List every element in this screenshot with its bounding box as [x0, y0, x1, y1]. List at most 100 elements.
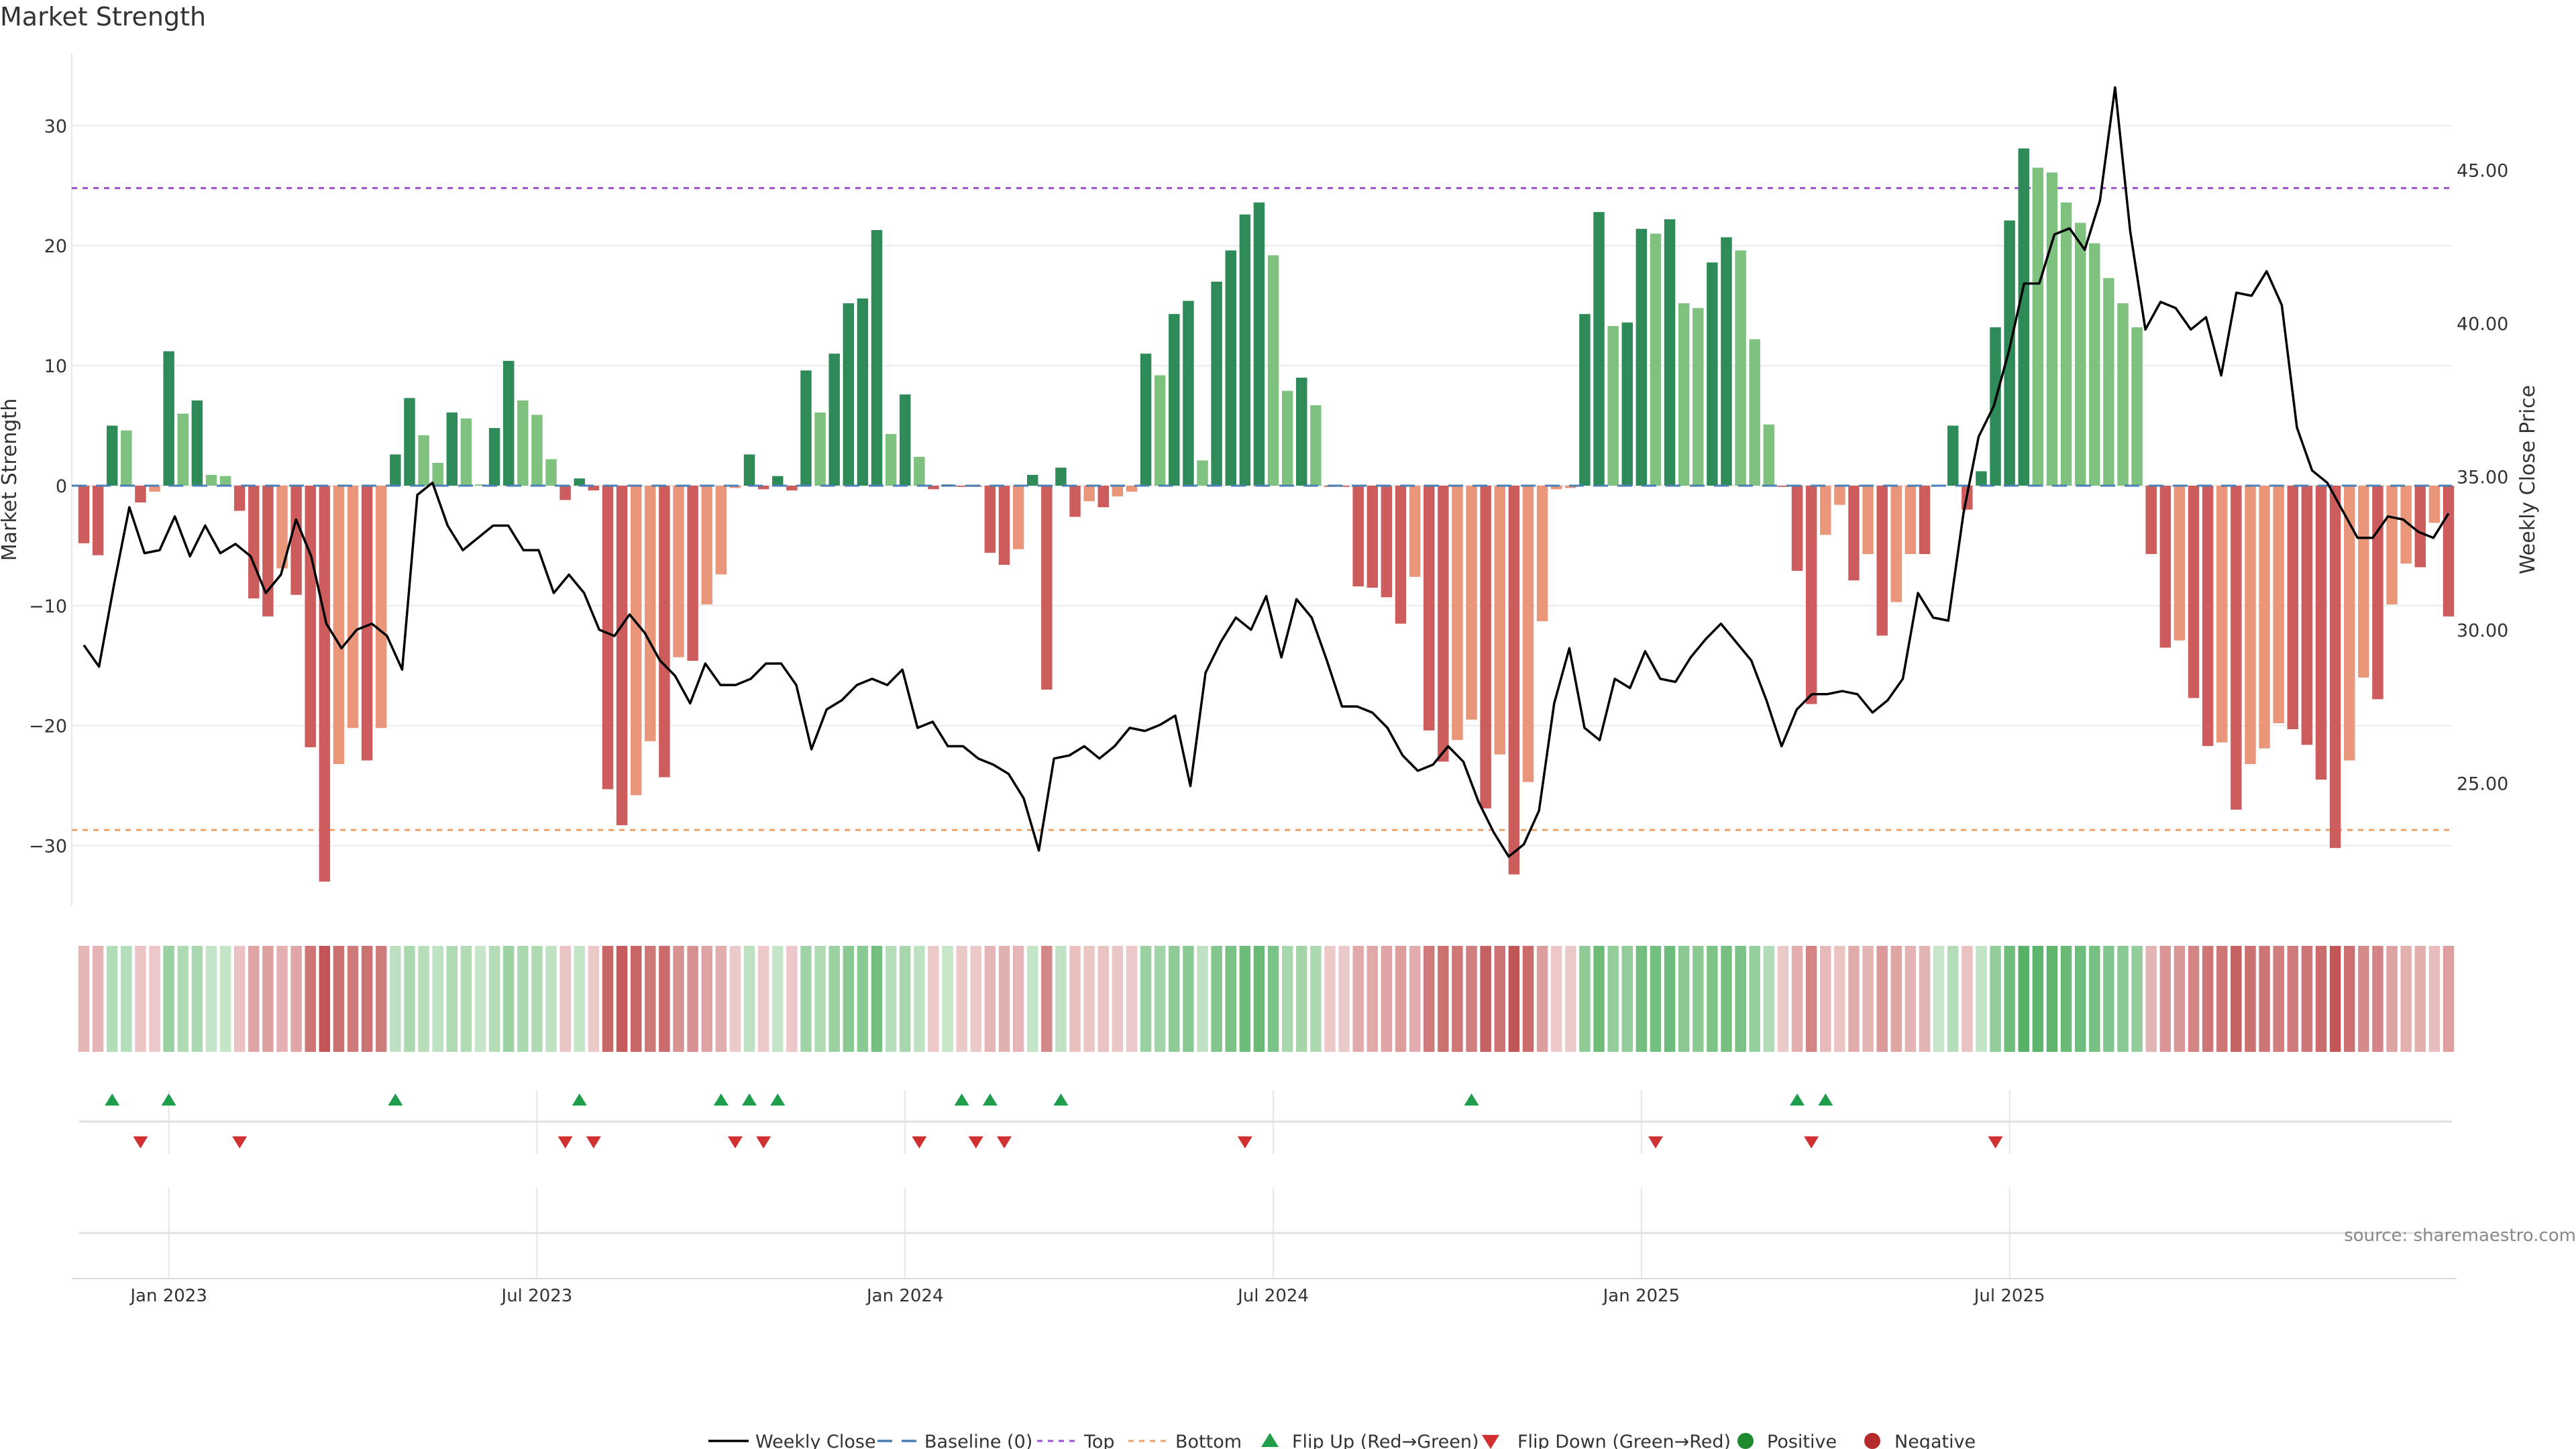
strength-bar — [1296, 377, 1307, 486]
heat-cell — [1565, 946, 1576, 1052]
heat-cell — [715, 946, 727, 1052]
heat-cell — [432, 946, 443, 1052]
heat-cell — [1579, 946, 1591, 1052]
strength-bars — [78, 148, 2455, 882]
lower-panel: Jan 2023 Jul 2023 Jan 2024 Jul 2024 Jan 2025… — [72, 1232, 2457, 1306]
heat-cell — [2046, 946, 2058, 1052]
strength-bar — [1664, 219, 1676, 486]
strength-bar — [659, 485, 670, 777]
strength-bar — [1183, 301, 1194, 486]
right-tick-label: 45.00 — [2457, 161, 2508, 182]
right-tick-label: 35.00 — [2457, 467, 2508, 488]
flip-markers — [105, 1093, 2003, 1148]
heat-cell — [885, 946, 897, 1052]
strength-bar — [574, 478, 585, 486]
heat-cell — [786, 946, 798, 1052]
legend-item-flip-down: Flip Down (Green→Red) — [1482, 1432, 1731, 1449]
strength-bar — [2428, 485, 2440, 523]
legend-negative-icon — [1864, 1433, 1880, 1449]
strength-bar — [2089, 243, 2100, 486]
heat-cell — [2414, 946, 2426, 1052]
strength-bar — [248, 485, 260, 599]
strength-bar — [984, 485, 996, 553]
strength-bar — [2259, 485, 2270, 749]
heat-cell — [942, 946, 953, 1052]
strength-bar — [2372, 485, 2383, 700]
strength-bar — [559, 485, 571, 500]
legend-item-positive: Positive — [1737, 1432, 1837, 1449]
strength-heat-strip — [78, 946, 2455, 1052]
strength-bar — [1097, 485, 1109, 508]
strength-bar — [1140, 354, 1152, 486]
heat-cell — [347, 946, 359, 1052]
strength-bar — [1820, 485, 1831, 535]
left-tick-label: 0 — [56, 476, 67, 497]
heat-cell — [2103, 946, 2114, 1052]
heat-cell — [1904, 946, 1917, 1052]
heat-cell — [2428, 946, 2440, 1052]
heat-cell — [1366, 946, 1379, 1052]
legend-item-weekly-close: Weekly Close — [708, 1432, 876, 1449]
legend-positive-icon — [1737, 1433, 1754, 1449]
strength-bar — [376, 485, 387, 729]
right-axis-ticks: 45.00 40.00 35.00 30.00 25.00 — [2457, 161, 2508, 795]
strength-bar — [588, 485, 600, 491]
x-tick-label: Jan 2025 — [1602, 1286, 1680, 1306]
heat-cell — [701, 946, 712, 1052]
flip-up-marker — [742, 1093, 757, 1106]
strength-bar — [687, 485, 698, 661]
left-axis-ticks: 30 20 10 0 −10 −20 −30 — [29, 116, 67, 857]
flip-up-marker — [105, 1093, 120, 1106]
flip-up-marker — [713, 1093, 729, 1106]
strength-bar — [2273, 485, 2284, 724]
heat-cell — [191, 946, 203, 1052]
heat-cell — [559, 946, 571, 1052]
heat-cell — [1862, 946, 1874, 1052]
heat-cell — [914, 946, 925, 1052]
legend-label-flip-down: Flip Down (Green→Red) — [1517, 1432, 1731, 1449]
strength-bar — [2301, 485, 2313, 745]
heat-cell — [1438, 946, 1449, 1052]
flip-up-marker — [572, 1093, 587, 1106]
heat-cell — [135, 946, 146, 1052]
strength-bar — [163, 351, 174, 486]
strength-bar — [1012, 485, 1024, 549]
strength-bar — [1154, 375, 1166, 486]
heat-cell — [1650, 946, 1662, 1052]
strength-bar — [2287, 485, 2299, 730]
strength-bar — [1366, 485, 1379, 588]
strength-bar — [2018, 148, 2029, 486]
strength-bar — [1452, 485, 1463, 741]
strength-bar — [1041, 485, 1053, 690]
source-note: source: sharemaestro.com — [2344, 1226, 2576, 1246]
strength-bar — [1735, 250, 1746, 486]
strength-bar — [1805, 485, 1817, 704]
strength-bar — [814, 412, 826, 486]
strength-bar — [1352, 485, 1364, 587]
strength-bar — [2159, 485, 2171, 648]
heat-cell — [1536, 946, 1548, 1052]
strength-bar — [1550, 485, 1562, 490]
strength-bar — [276, 485, 288, 569]
left-tick-label: 10 — [44, 356, 67, 377]
heat-cell — [1225, 946, 1236, 1052]
strength-bar — [828, 354, 840, 486]
strength-bar — [1777, 485, 1789, 487]
strength-bar — [2174, 485, 2186, 641]
strength-bar — [1466, 485, 1477, 720]
heat-cell — [970, 946, 982, 1052]
strength-bar — [503, 360, 515, 486]
strength-bar — [885, 434, 897, 486]
strength-bar — [2117, 303, 2129, 486]
heat-cell — [1281, 946, 1293, 1052]
heat-cell — [1820, 946, 1831, 1052]
strength-bar — [1169, 314, 1180, 486]
heat-cell — [390, 946, 401, 1052]
heat-cell — [2259, 946, 2270, 1052]
heat-cell — [2131, 946, 2143, 1052]
strength-bar — [1494, 485, 1506, 755]
strength-bar — [446, 412, 458, 486]
heat-cell — [219, 946, 231, 1052]
strength-bar — [1791, 485, 1803, 571]
heat-cell — [1876, 946, 1888, 1052]
